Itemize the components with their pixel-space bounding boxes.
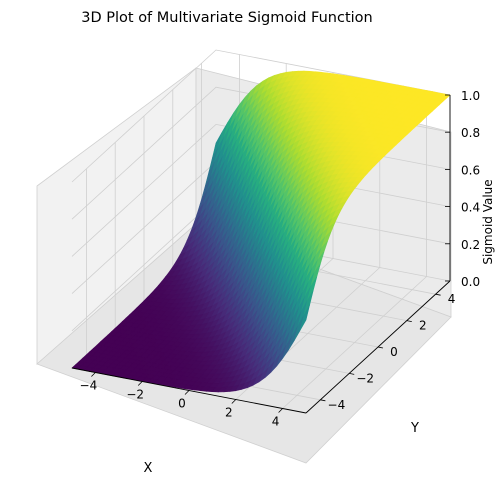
x-tick-mark	[278, 408, 283, 413]
sigmoid-surface	[71, 70, 451, 393]
y-tick-label: 0	[390, 345, 398, 359]
y-tick-mark	[406, 320, 412, 322]
z-tick-label: 0.8	[461, 126, 480, 140]
chart-title: 3D Plot of Multivariate Sigmoid Function	[81, 10, 372, 26]
tick-labels: −4 −2 0 2 4 −4 −2 0 2 4 0.0 0.2 0.4 0.6 0.8 1.0	[80, 89, 481, 429]
y-tick-mark	[349, 373, 355, 375]
y-tick-label: 4	[448, 292, 456, 306]
z-tick-label: 0.0	[461, 275, 480, 289]
y-tick-label: −2	[356, 371, 374, 385]
z-axis-label: Sigmoid Value	[481, 179, 495, 264]
axis-lines	[71, 94, 451, 414]
x-tick-mark	[91, 372, 96, 377]
y-axis-label: Y	[410, 421, 419, 436]
y-tick-label: 2	[419, 319, 427, 333]
x-tick-mark	[137, 381, 143, 386]
surface-cell	[299, 304, 310, 331]
y-tick-label: −4	[328, 398, 346, 412]
z-tick-label: 0.6	[461, 163, 480, 177]
x-tick-label: 0	[178, 397, 186, 411]
z-tick-label: 0.4	[461, 201, 480, 215]
x-tick-label: 2	[225, 406, 233, 420]
y-tick-mark	[377, 346, 384, 349]
y-tick-mark	[320, 399, 326, 402]
x-tick-label: −2	[126, 388, 144, 402]
y-tick-mark	[435, 293, 441, 296]
x-tick-label: 4	[272, 415, 280, 429]
x-axis-label: X	[144, 461, 153, 476]
z-tick-label: 1.0	[461, 89, 480, 103]
x-tick-mark	[231, 399, 237, 404]
x-tick-mark	[184, 390, 190, 395]
z-tick-label: 0.2	[461, 238, 480, 252]
x-tick-label: −4	[80, 379, 98, 393]
